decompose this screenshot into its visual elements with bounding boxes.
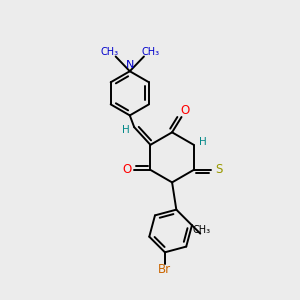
Text: H: H [199, 137, 206, 148]
Text: S: S [215, 164, 223, 176]
Text: CH₃: CH₃ [192, 225, 210, 235]
Text: O: O [181, 104, 190, 117]
Text: H: H [122, 124, 130, 134]
Text: CH₃: CH₃ [141, 47, 160, 57]
Text: O: O [122, 164, 131, 176]
Text: CH₃: CH₃ [100, 47, 118, 57]
Text: Br: Br [158, 263, 172, 276]
Text: N: N [126, 60, 134, 70]
